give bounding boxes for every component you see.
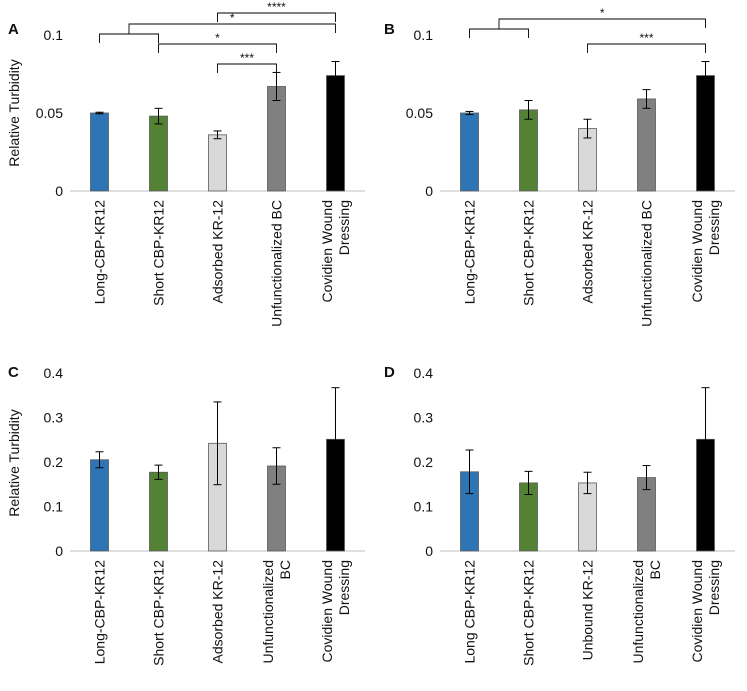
panel-label: D: [384, 364, 395, 381]
category-label: Short CBP-KR12: [151, 200, 167, 306]
significance-label: *: [600, 6, 605, 20]
category-label-line: Dressing: [706, 560, 722, 615]
significance-label: *: [230, 11, 235, 25]
panel-label: A: [8, 21, 19, 38]
significance-bracket: [217, 12, 336, 22]
y-tick-label: 0.2: [414, 454, 434, 470]
category-label-line: Covidien Wound: [689, 560, 705, 662]
y-tick-label: 0.2: [44, 454, 64, 470]
y-tick-label: 0: [55, 543, 63, 559]
panel-a: A Relative Turbidity 0 0.05 0.1 Long-CBP-KR12…: [6, 0, 365, 327]
bar: [90, 459, 109, 552]
significance-bracket: [217, 63, 277, 73]
significance-bracket-inner: [469, 28, 529, 38]
category-label-line: Dressing: [706, 200, 722, 255]
category-label-line: BC: [277, 560, 293, 579]
category-label-line: Short CBP-KR12: [151, 560, 167, 666]
category-label-line: Long-CBP-KR12: [92, 560, 108, 664]
bar: [519, 109, 538, 192]
category-label: Long-CBP-KR12: [92, 200, 108, 304]
category-label-line: Covidien Wound: [689, 200, 705, 302]
y-tick-label: 0.4: [414, 365, 434, 381]
bar: [326, 75, 345, 192]
panel-label: C: [8, 364, 19, 381]
bar: [637, 98, 656, 192]
category-label: Covidien WoundDressing: [689, 200, 722, 302]
category-label: Unfunctionalized BC: [639, 200, 655, 327]
y-tick-label: 0.05: [406, 105, 433, 121]
category-label-line: Short CBP-KR12: [521, 200, 537, 306]
panel-c: C Relative Turbidity 0 0.1 0.2 0.3 0.4 Long-CBP…: [6, 364, 365, 666]
bar: [696, 75, 715, 192]
category-label-line: Unfunctionalized: [630, 560, 646, 664]
category-label-line: Long-CBP-KR12: [462, 200, 478, 304]
category-label-line: Long CBP-KR12: [462, 560, 478, 664]
bar: [90, 112, 109, 192]
y-tick-label: 0.1: [414, 499, 434, 515]
y-tick-label: 0.1: [414, 27, 434, 43]
category-label-line: Unfunctionalized BC: [639, 200, 655, 327]
category-label: Covidien WoundDressing: [689, 560, 722, 662]
category-label: Short CBP-KR12: [521, 560, 537, 666]
bar: [208, 134, 227, 192]
category-label: Unfunctionalized BC: [269, 200, 285, 327]
category-label: Adsorbed KR-12: [210, 560, 226, 664]
significance-bracket: [158, 43, 277, 53]
y-axis-title: Relative Turbidity: [6, 59, 22, 166]
category-label-line: Dressing: [336, 200, 352, 255]
significance-bracket: [128, 23, 336, 34]
category-label-line: Short CBP-KR12: [151, 200, 167, 306]
category-label: Covidien WoundDressing: [319, 200, 352, 302]
significance-label: ****: [267, 0, 286, 14]
y-tick-label: 0.1: [44, 499, 64, 515]
bar: [267, 86, 286, 192]
category-label: Adsorbed KR-12: [580, 200, 596, 304]
category-label: Adsorbed KR-12: [210, 200, 226, 304]
category-label: Long-CBP-KR12: [92, 560, 108, 664]
category-label: Short CBP-KR12: [521, 200, 537, 306]
category-label-line: BC: [647, 560, 663, 579]
category-label-line: Dressing: [336, 560, 352, 615]
y-tick-label: 0: [425, 543, 433, 559]
panel-b: B 0 0.05 0.1 Long-CBP-KR12 Short CBP-KR12 Adso…: [384, 6, 735, 327]
category-label: UnfunctionalizedBC: [260, 560, 293, 664]
bar: [149, 471, 168, 552]
significance-bracket: [498, 18, 706, 29]
significance-bracket-inner: [99, 33, 159, 43]
category-label: Covidien WoundDressing: [319, 560, 352, 662]
y-tick-label: 0.3: [44, 410, 64, 426]
y-tick-label: 0: [55, 183, 63, 199]
y-tick-label: 0.3: [414, 410, 434, 426]
category-label-line: Unfunctionalized: [260, 560, 276, 664]
category-label: UnfunctionalizedBC: [630, 560, 663, 664]
category-label: Long-CBP-KR12: [462, 200, 478, 304]
significance-label: ***: [639, 31, 653, 45]
category-label-line: Covidien Wound: [319, 200, 335, 302]
bar: [149, 115, 168, 192]
category-label-line: Adsorbed KR-12: [210, 560, 226, 664]
category-label: Short CBP-KR12: [151, 560, 167, 666]
category-label-line: Adsorbed KR-12: [210, 200, 226, 304]
category-label-line: Short CBP-KR12: [521, 560, 537, 666]
y-axis-title: Relative Turbidity: [6, 409, 22, 516]
panel-d: D 0 0.1 0.2 0.3 0.4 Long CBP-KR12 Short CBP-KR1…: [384, 364, 735, 666]
category-label-line: Long-CBP-KR12: [92, 200, 108, 304]
y-tick-label: 0.4: [44, 365, 64, 381]
y-tick-label: 0: [425, 183, 433, 199]
bar: [460, 112, 479, 192]
y-tick-label: 0.05: [36, 105, 63, 121]
significance-bracket: [587, 43, 706, 53]
category-label-line: Adsorbed KR-12: [580, 200, 596, 304]
category-label-line: Covidien Wound: [319, 560, 335, 662]
category-label-line: Unfunctionalized BC: [269, 200, 285, 327]
significance-label: ***: [240, 51, 254, 65]
panel-label: B: [384, 21, 395, 38]
category-label: Long CBP-KR12: [462, 560, 478, 664]
category-label: Unbound KR-12: [580, 560, 596, 661]
category-label-line: Unbound KR-12: [580, 560, 596, 661]
significance-label: *: [215, 31, 220, 45]
y-tick-label: 0.1: [44, 27, 64, 43]
